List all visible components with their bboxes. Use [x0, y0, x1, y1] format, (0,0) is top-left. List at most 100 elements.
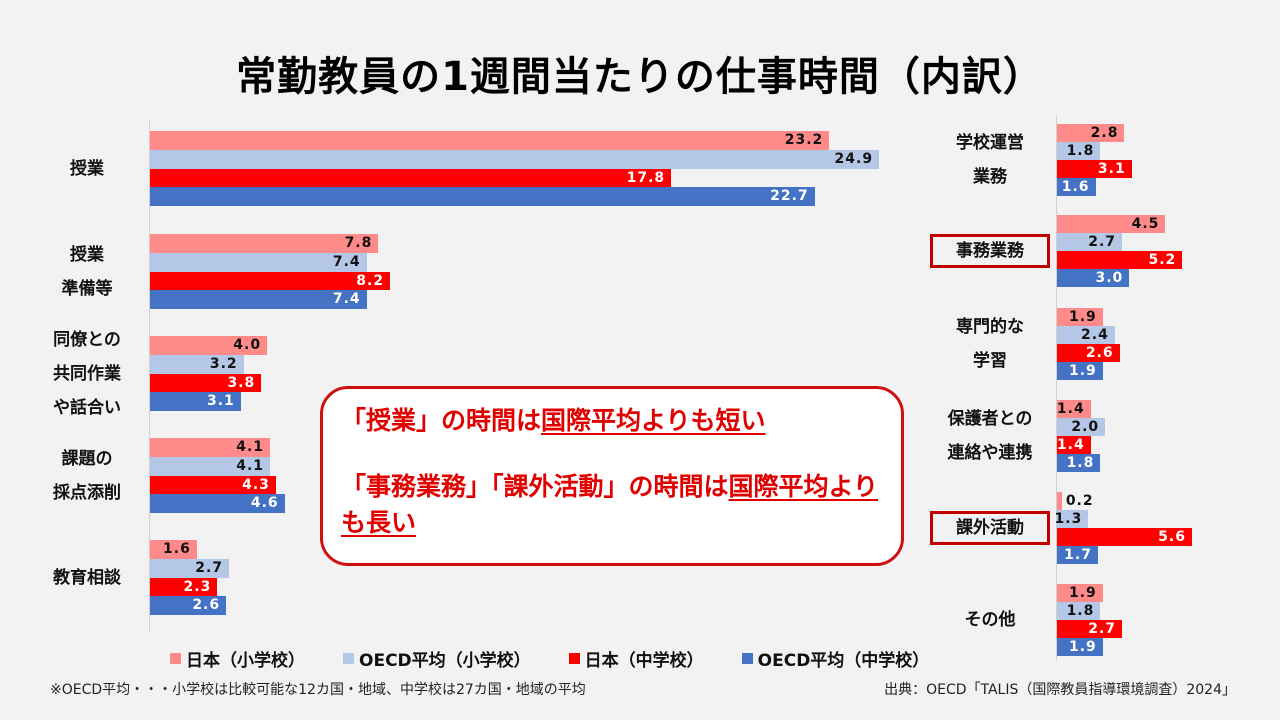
- legend-item-oecd-lower-secondary: OECD平均（中学校）: [741, 646, 929, 671]
- category-label: 授業 準備等: [61, 244, 113, 299]
- bar: 1.3: [1055, 510, 1089, 528]
- bar: 3.0: [1057, 269, 1130, 287]
- bar: 8.2: [150, 271, 391, 291]
- bar-value-label: 24.9: [834, 150, 874, 167]
- bar: 1.4: [1057, 400, 1091, 418]
- category-label: 課題の 採点添削: [53, 448, 121, 503]
- bar: 2.0: [1057, 418, 1106, 436]
- legend-item-oecd-elementary: OECD平均（小学校）: [343, 646, 531, 671]
- bar: 1.8: [1057, 142, 1101, 160]
- bar-value-label: 1.8: [1066, 455, 1095, 471]
- bar: 22.7: [150, 187, 815, 207]
- bar-value-label: 1.9: [1068, 639, 1097, 655]
- bar: 1.6: [1057, 178, 1096, 196]
- category-label: 課外活動: [930, 511, 1050, 545]
- bar: 4.3: [150, 475, 276, 495]
- bar-value-label: 2.6: [192, 597, 221, 614]
- bar: 4.5: [1057, 215, 1166, 233]
- legend-swatch-icon: [568, 653, 580, 664]
- legend-swatch-icon: [741, 653, 753, 664]
- bar-value-label: 1.4: [1056, 437, 1085, 453]
- bar: 17.8: [150, 168, 672, 188]
- bar: 2.4: [1057, 326, 1115, 344]
- bar: 4.0: [150, 336, 268, 355]
- bar-value-label: 2.7: [195, 559, 224, 576]
- category-label: 授業: [70, 158, 104, 179]
- bar-value-label: 1.4: [1056, 401, 1085, 417]
- bar-value-label: 2.7: [1088, 234, 1117, 250]
- bar-value-label: 5.6: [1158, 529, 1186, 545]
- bar: 2.3: [150, 577, 218, 597]
- bar: 7.4: [150, 290, 367, 310]
- category-label: 教育相談: [53, 567, 121, 588]
- chart-title: 常勤教員の1週間当たりの仕事時間（内訳）: [236, 54, 1044, 100]
- bar: 1.9: [1057, 638, 1103, 656]
- bar-value-label: 2.0: [1071, 419, 1100, 435]
- bar-value-label: 4.3: [242, 476, 270, 493]
- bar-value-label: 17.8: [626, 169, 666, 186]
- bar-value-label: 7.4: [332, 291, 361, 308]
- chart-axis-line: [149, 120, 150, 632]
- bar: 24.9: [150, 149, 880, 169]
- bar: 2.7: [1057, 620, 1123, 638]
- category-label: 専門的な 学習: [956, 317, 1024, 371]
- legend-item-japan-elementary: 日本（小学校）: [170, 646, 305, 671]
- bar-value-label: 1.8: [1066, 603, 1095, 619]
- bar: 3.1: [1057, 160, 1132, 178]
- legend-swatch-icon: [343, 653, 354, 664]
- bar: 2.8: [1057, 124, 1125, 142]
- category-label: 同僚との 共同作業 や話合い: [53, 329, 121, 418]
- bar: 1.9: [1057, 308, 1103, 326]
- bar: 7.8: [150, 234, 379, 253]
- bar: 2.6: [1057, 344, 1120, 362]
- category-label: その他: [964, 610, 1016, 630]
- category-label: 保護者との 連絡や連携: [947, 409, 1033, 463]
- bar: 7.4: [150, 252, 367, 272]
- bar: 5.6: [1057, 528, 1192, 546]
- bar: 23.2: [150, 131, 830, 150]
- bar: 2.7: [150, 558, 230, 578]
- source-citation: 出典：OECD「TALIS（国際教員指導環境調査）2024」: [884, 682, 1236, 698]
- bar-value-label: 1.6: [1061, 179, 1090, 195]
- bar: 1.4: [1057, 436, 1091, 454]
- bar-value-label: 2.6: [1085, 345, 1114, 361]
- bar-value-label: 2.3: [183, 578, 212, 595]
- bar-value-label: 23.2: [784, 132, 824, 148]
- bar-value-label: 4.0: [233, 337, 262, 353]
- bar: 5.2: [1057, 251, 1183, 269]
- bar-value-label: 2.8: [1090, 125, 1119, 141]
- bar: 2.6: [150, 596, 227, 616]
- callout-line-1: 「授業」の時間は国際平均よりも短い: [341, 406, 766, 435]
- bar: 1.9: [1057, 584, 1103, 602]
- bar-value-label: 7.4: [332, 253, 361, 270]
- bar: 1.8: [1057, 602, 1101, 620]
- bar: 3.2: [150, 354, 244, 374]
- bar-value-label: 3.0: [1095, 270, 1124, 286]
- bar-value-label: 3.1: [206, 393, 235, 410]
- callout-box: 「授業」の時間は国際平均よりも短い 「事務業務」「課外活動」の時間は国際平均より…: [320, 386, 904, 566]
- bar-value-label: 3.8: [227, 374, 256, 391]
- bar-value-label: 3.1: [1097, 161, 1126, 177]
- bar-value-label: 1.8: [1066, 143, 1095, 159]
- legend-swatch-icon: [170, 653, 181, 664]
- callout-line-2: 「事務業務」「課外活動」の時間は国際平均よりも長い: [341, 472, 879, 537]
- bar-value-label: 5.2: [1148, 252, 1177, 268]
- bar: 3.1: [150, 392, 241, 412]
- bar-value-label: 22.7: [770, 188, 809, 205]
- bar-value-label: 7.8: [344, 235, 373, 251]
- bar-value-label: 3.2: [209, 355, 238, 372]
- bar-value-label: 2.7: [1088, 621, 1117, 637]
- legend-item-japan-lower-secondary: 日本（中学校）: [568, 646, 704, 671]
- bar-value-label: 4.1: [236, 439, 265, 455]
- chart-axis-line: [1056, 115, 1057, 660]
- bar: 3.8: [150, 373, 262, 393]
- bar: 1.7: [1057, 546, 1098, 564]
- bar-value-label: 1.7: [1064, 547, 1092, 563]
- bar-value-label: 1.9: [1068, 585, 1097, 601]
- bar: 4.1: [150, 438, 271, 457]
- bar: 0.2: [1057, 492, 1093, 510]
- category-label: 学校運営 業務: [956, 133, 1024, 187]
- bar-value-label: 4.5: [1131, 216, 1160, 232]
- bar: 1.6: [150, 540, 197, 559]
- bar: 4.6: [150, 494, 285, 514]
